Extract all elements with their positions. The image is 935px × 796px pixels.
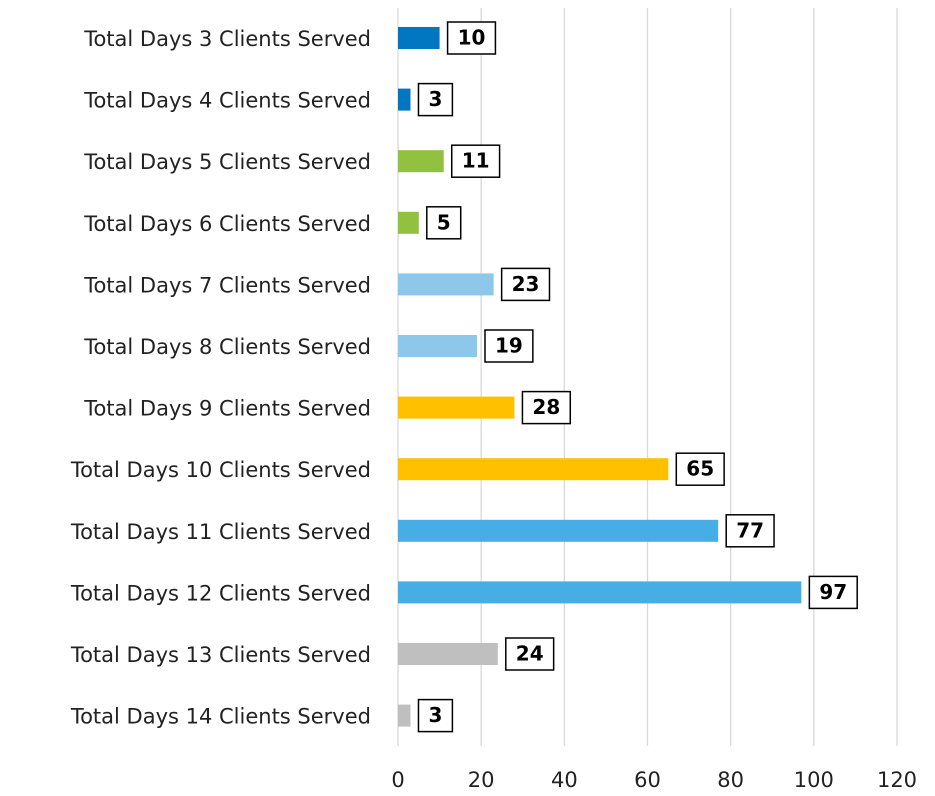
value-label-box (446, 21, 497, 55)
y-tick-label: Total Days 4 Clients Served (83, 89, 371, 113)
bar (398, 396, 515, 419)
bar (398, 150, 444, 173)
bar (398, 519, 719, 542)
value-label-box (521, 390, 572, 425)
value-label: 5 (437, 210, 451, 234)
value-label: 3 (428, 87, 442, 111)
value-label-box (500, 267, 551, 302)
value-label-box (505, 637, 555, 671)
y-tick-label: Total Days 7 Clients Served (83, 273, 371, 297)
x-tick-label: 20 (468, 768, 495, 792)
value-label: 65 (686, 457, 714, 481)
bar (398, 273, 494, 296)
x-tick-label: 60 (634, 768, 661, 792)
y-tick-label: Total Days 5 Clients Served (83, 150, 371, 174)
bar (398, 643, 498, 665)
value-label: 77 (736, 518, 764, 542)
x-tick-label: 100 (794, 768, 834, 792)
y-tick-label: Total Days 8 Clients Served (83, 335, 371, 359)
y-tick-label: Total Days 10 Clients Served (70, 458, 371, 482)
bar (398, 704, 411, 727)
value-label: 97 (819, 580, 847, 604)
value-label-box (417, 82, 454, 117)
value-label: 11 (462, 149, 490, 173)
bar (398, 88, 411, 111)
value-label-box (675, 452, 725, 486)
value-label: 28 (532, 395, 560, 419)
y-tick-label: Total Days 6 Clients Served (83, 212, 371, 236)
value-label-box (450, 144, 501, 178)
value-label-box (725, 514, 775, 548)
value-label: 10 (458, 26, 486, 50)
value-label: 24 (516, 642, 544, 666)
value-label: 3 (428, 703, 442, 727)
y-tick-label: Total Days 3 Clients Served (83, 27, 371, 51)
x-tick-label: 80 (717, 768, 744, 792)
bar (398, 581, 802, 604)
x-tick-label: 0 (391, 768, 404, 792)
bar (398, 335, 478, 357)
y-tick-label: Total Days 12 Clients Served (70, 581, 371, 605)
value-label-box (484, 329, 534, 363)
y-tick-label: Total Days 14 Clients Served (70, 705, 371, 729)
value-label-box (417, 698, 454, 733)
bar (398, 458, 669, 481)
y-tick-label: Total Days 9 Clients Served (83, 397, 371, 421)
x-tick-label: 40 (551, 768, 578, 792)
value-label: 23 (512, 272, 540, 296)
bar (398, 211, 419, 234)
bar (398, 27, 440, 49)
value-label: 19 (495, 334, 523, 358)
y-tick-label: Total Days 13 Clients Served (70, 643, 371, 667)
value-label-box (426, 206, 462, 240)
x-tick-label: 120 (877, 768, 917, 792)
y-tick-label: Total Days 11 Clients Served (70, 520, 371, 544)
value-label-box (808, 575, 858, 610)
